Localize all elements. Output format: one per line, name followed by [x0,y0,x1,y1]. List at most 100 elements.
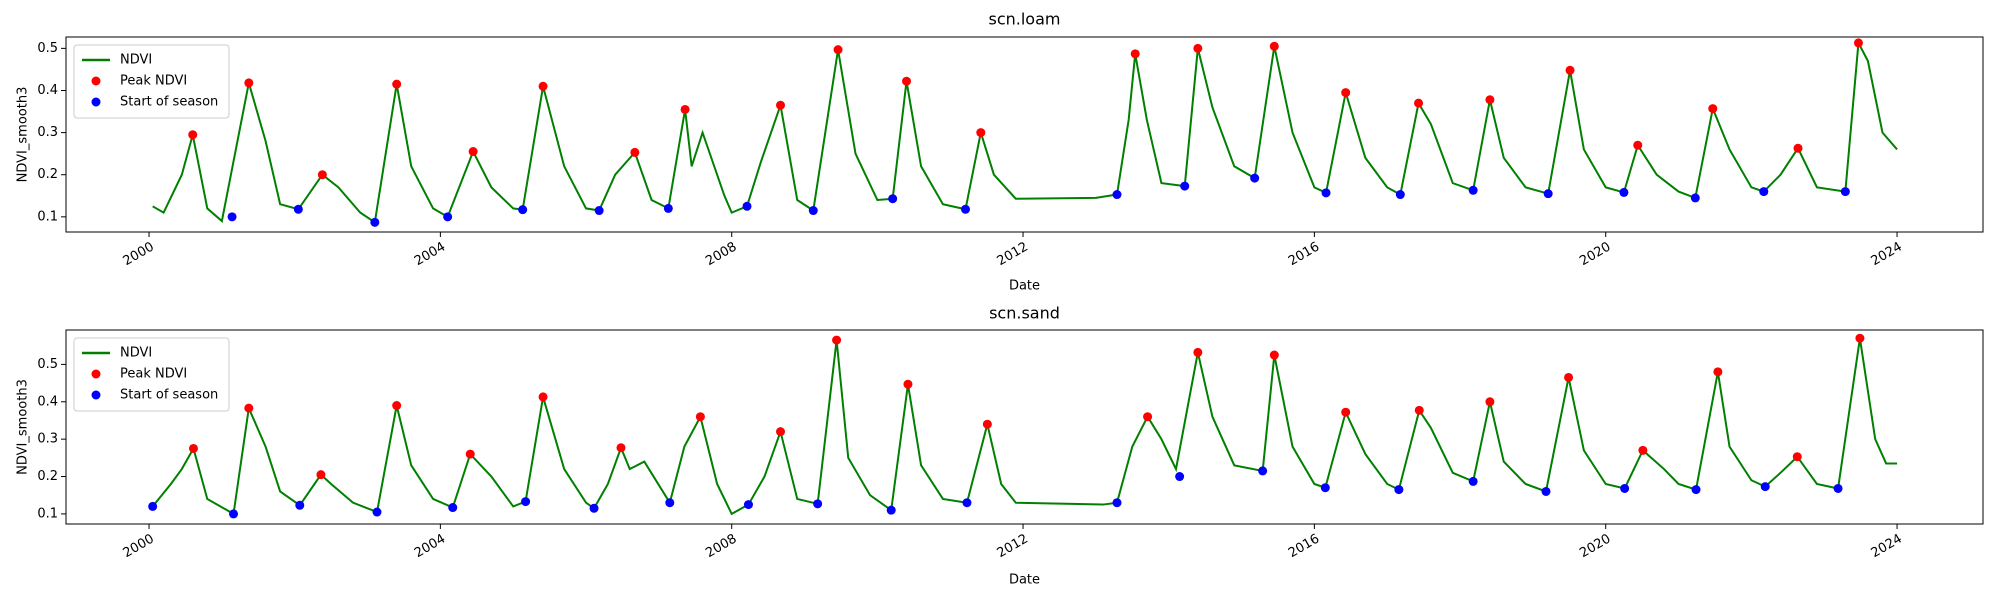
data-point [448,503,458,513]
legend-box [73,337,230,412]
y-axis-label: NDVI_smooth3 [16,87,31,183]
data-point [1341,88,1351,98]
data-point [316,470,326,480]
data-point [776,100,786,110]
data-point [1619,187,1629,197]
data-point [1792,452,1802,462]
data-point [1175,472,1185,482]
y-axis-label: NDVI_smooth3 [16,379,31,475]
data-point [1180,181,1190,191]
data-point [295,500,305,510]
data-point [695,412,705,422]
x-tick-label: 2020 [1577,240,1613,270]
data-point [372,507,382,517]
data-point [903,379,913,389]
data-point [1565,65,1575,75]
x-tick-label: 2008 [703,532,739,562]
y-tick-label: 0.4 [37,394,58,409]
plot-frame [65,36,1984,233]
y-tick-label: 0.5 [37,41,58,56]
data-point [665,498,675,508]
data-point [1112,190,1122,200]
data-point [589,503,599,513]
data-point [808,206,818,216]
data-point [244,78,254,88]
data-point [1269,350,1279,360]
legend-label: Start of season [120,95,218,110]
y-tick-label: 0.1 [37,506,58,521]
data-point [813,499,823,509]
data-point [1713,367,1723,377]
data-point [1840,187,1850,197]
data-point [188,443,198,453]
x-tick-label: 2012 [995,240,1031,270]
data-point [317,170,327,180]
data-point [1193,43,1203,53]
x-tick-label: 2012 [995,532,1031,562]
x-tick-label: 2000 [121,532,157,562]
data-point [1395,190,1405,200]
data-point [188,130,198,140]
legend-label: Peak NDVI [120,367,187,382]
data-point [886,505,896,515]
data-point [1690,193,1700,203]
x-tick-label: 2024 [1869,532,1905,562]
data-point [1250,173,1260,183]
x-axis-label: Date [1009,573,1040,588]
data-point [1543,189,1553,199]
chart-title: scn.loam [989,10,1061,29]
data-point [538,392,548,402]
x-tick-label: 2000 [121,240,157,270]
data-point [465,449,475,459]
data-point [1708,104,1718,114]
legend-label: Start of season [120,388,218,403]
x-tick-label: 2024 [1869,240,1905,270]
data-point [1633,140,1643,150]
data-point [1485,95,1495,105]
data-point [888,194,898,204]
data-point [1485,397,1495,407]
data-point [1130,49,1140,59]
data-point [1760,482,1770,492]
legend-label: NDVI [120,346,152,361]
x-tick-label: 2004 [412,532,448,562]
data-point [370,217,380,227]
y-tick-label: 0.5 [37,357,58,372]
data-point [1541,486,1551,496]
data-point [962,498,972,508]
y-tick-label: 0.1 [37,209,58,224]
data-point [148,501,158,511]
data-point [1638,445,1648,455]
data-point [1193,347,1203,357]
data-point [832,335,842,345]
legend-marker [91,76,101,86]
data-point [227,212,237,222]
data-point [1468,185,1478,195]
data-point [663,203,673,213]
y-tick-label: 0.3 [37,125,58,140]
data-point [392,401,402,411]
data-point [443,212,453,222]
y-tick-label: 0.2 [37,167,58,182]
x-tick-label: 2016 [1286,240,1322,270]
data-point [1341,407,1351,417]
data-point [630,147,640,157]
data-point [902,76,912,86]
data-point [1269,41,1279,51]
data-point [1691,485,1701,495]
data-point [392,79,402,89]
data-point [293,204,303,214]
data-point [1112,498,1122,508]
legend-marker [91,369,101,379]
data-point [742,201,752,211]
data-point [1468,476,1478,486]
legend-marker [91,390,101,400]
legend-label: NDVI [120,53,152,68]
ndvi-line [151,338,1898,516]
x-tick-label: 2004 [412,240,448,270]
data-point [1793,143,1803,153]
data-point [982,419,992,429]
data-point [518,205,528,215]
data-point [1143,412,1153,422]
data-point [776,427,786,437]
